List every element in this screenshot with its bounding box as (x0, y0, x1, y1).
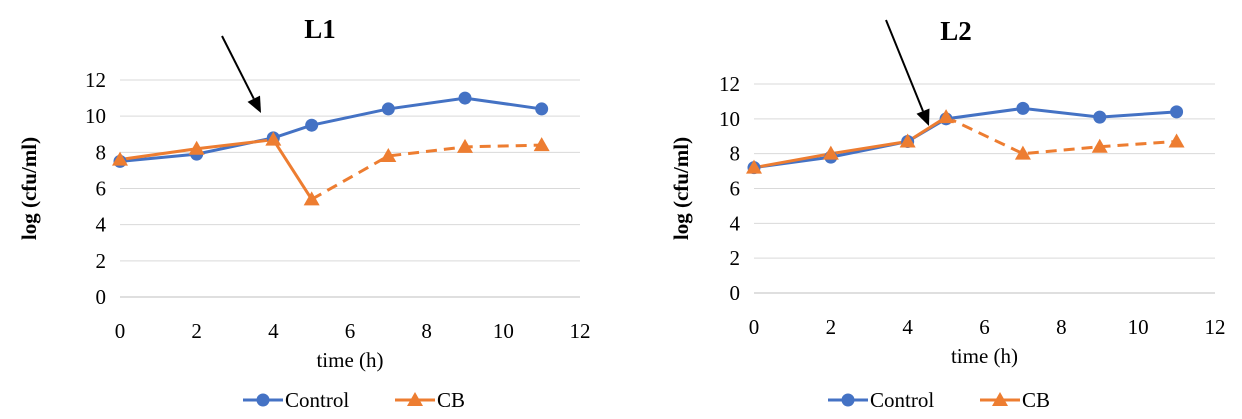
series-line-CB (119, 138, 313, 201)
data-point-Control (458, 91, 472, 105)
y-tick-label: 4 (96, 213, 107, 237)
x-tick-label: 12 (1205, 315, 1226, 339)
x-tick-label: 6 (345, 319, 356, 343)
y-tick-label: 8 (96, 140, 107, 164)
legend-marker-Control (841, 393, 855, 407)
x-tick-label: 6 (979, 315, 990, 339)
y-tick-label: 2 (730, 246, 741, 270)
x-tick-label: 12 (570, 319, 591, 343)
x-tick-label: 10 (1128, 315, 1149, 339)
series-line-dashed-CB (310, 143, 542, 201)
chart-panel-L1: 0 2 4 6 8 10 12 0 2 4 6 8 10 12 time (h) log (cfu/ml) L1… (17, 14, 591, 412)
x-tick-label: 2 (191, 319, 202, 343)
y-tick-label: 10 (719, 107, 740, 131)
arrow-annotation-line (221, 35, 255, 100)
y-tick-label: 0 (96, 285, 107, 309)
data-point-Control (1170, 105, 1184, 119)
x-tick-label: 2 (826, 315, 837, 339)
data-point-CB (380, 147, 397, 162)
data-point-CB (746, 159, 762, 174)
y-tick-label: 6 (730, 177, 741, 201)
legend-label-Control: Control (870, 388, 934, 412)
data-point-CB (1014, 145, 1031, 160)
data-point-Control (1016, 101, 1030, 115)
chart-title: L1 (304, 14, 336, 44)
y-tick-label: 8 (730, 142, 741, 166)
x-tick-label: 0 (115, 319, 126, 343)
data-point-Control (305, 118, 319, 132)
arrow-annotation-line (885, 19, 924, 112)
arrow-annotation-head (247, 95, 261, 113)
y-axis-title: log (cfu/ml) (669, 137, 693, 240)
y-tick-label: 12 (85, 68, 106, 92)
data-point-CB (112, 151, 128, 166)
x-tick-label: 4 (268, 319, 279, 343)
data-point-CB (533, 137, 550, 152)
series-line-Control (753, 106, 1177, 170)
data-point-CB (188, 140, 205, 155)
data-point-CB (1168, 133, 1185, 148)
data-point-CB (822, 145, 839, 160)
x-tick-label: 4 (902, 315, 913, 339)
data-point-CB (938, 109, 955, 124)
chart-panel-L2: 0 2 4 6 8 10 12 0 2 4 6 8 10 12 time (h) log (cfu/ml) L2… (669, 16, 1226, 412)
y-tick-label: 10 (85, 104, 106, 128)
x-tick-label: 8 (1056, 315, 1067, 339)
legend-label-CB: CB (1022, 388, 1050, 412)
legend-label-CB: CB (437, 388, 465, 412)
legend-label-Control: Control (285, 388, 349, 412)
y-tick-label: 12 (719, 72, 740, 96)
x-tick-label: 8 (421, 319, 432, 343)
x-axis-title: time (h) (316, 348, 383, 372)
legend-marker-CB (407, 392, 423, 406)
series-line-dashed-CB (945, 115, 1177, 156)
data-point-Control (1093, 110, 1107, 124)
y-tick-label: 0 (730, 281, 741, 305)
x-axis-title: time (h) (951, 344, 1018, 368)
arrow-annotation-head (916, 108, 930, 126)
y-tick-label: 6 (96, 177, 107, 201)
y-tick-label: 2 (96, 249, 107, 273)
data-point-Control (381, 102, 395, 116)
data-point-CB (1091, 138, 1108, 153)
data-point-CB (303, 191, 320, 206)
data-point-CB (899, 133, 916, 148)
data-point-CB (265, 131, 282, 146)
y-tick-label: 4 (730, 211, 741, 235)
data-point-Control (535, 102, 549, 116)
chart-title: L2 (940, 16, 972, 46)
x-tick-label: 10 (493, 319, 514, 343)
legend-marker-Control (256, 393, 270, 407)
legend-marker-CB (992, 392, 1008, 406)
data-point-CB (457, 138, 473, 153)
x-tick-label: 0 (749, 315, 760, 339)
y-axis-title: log (cfu/ml) (17, 137, 41, 240)
series-line-CB (753, 115, 947, 170)
